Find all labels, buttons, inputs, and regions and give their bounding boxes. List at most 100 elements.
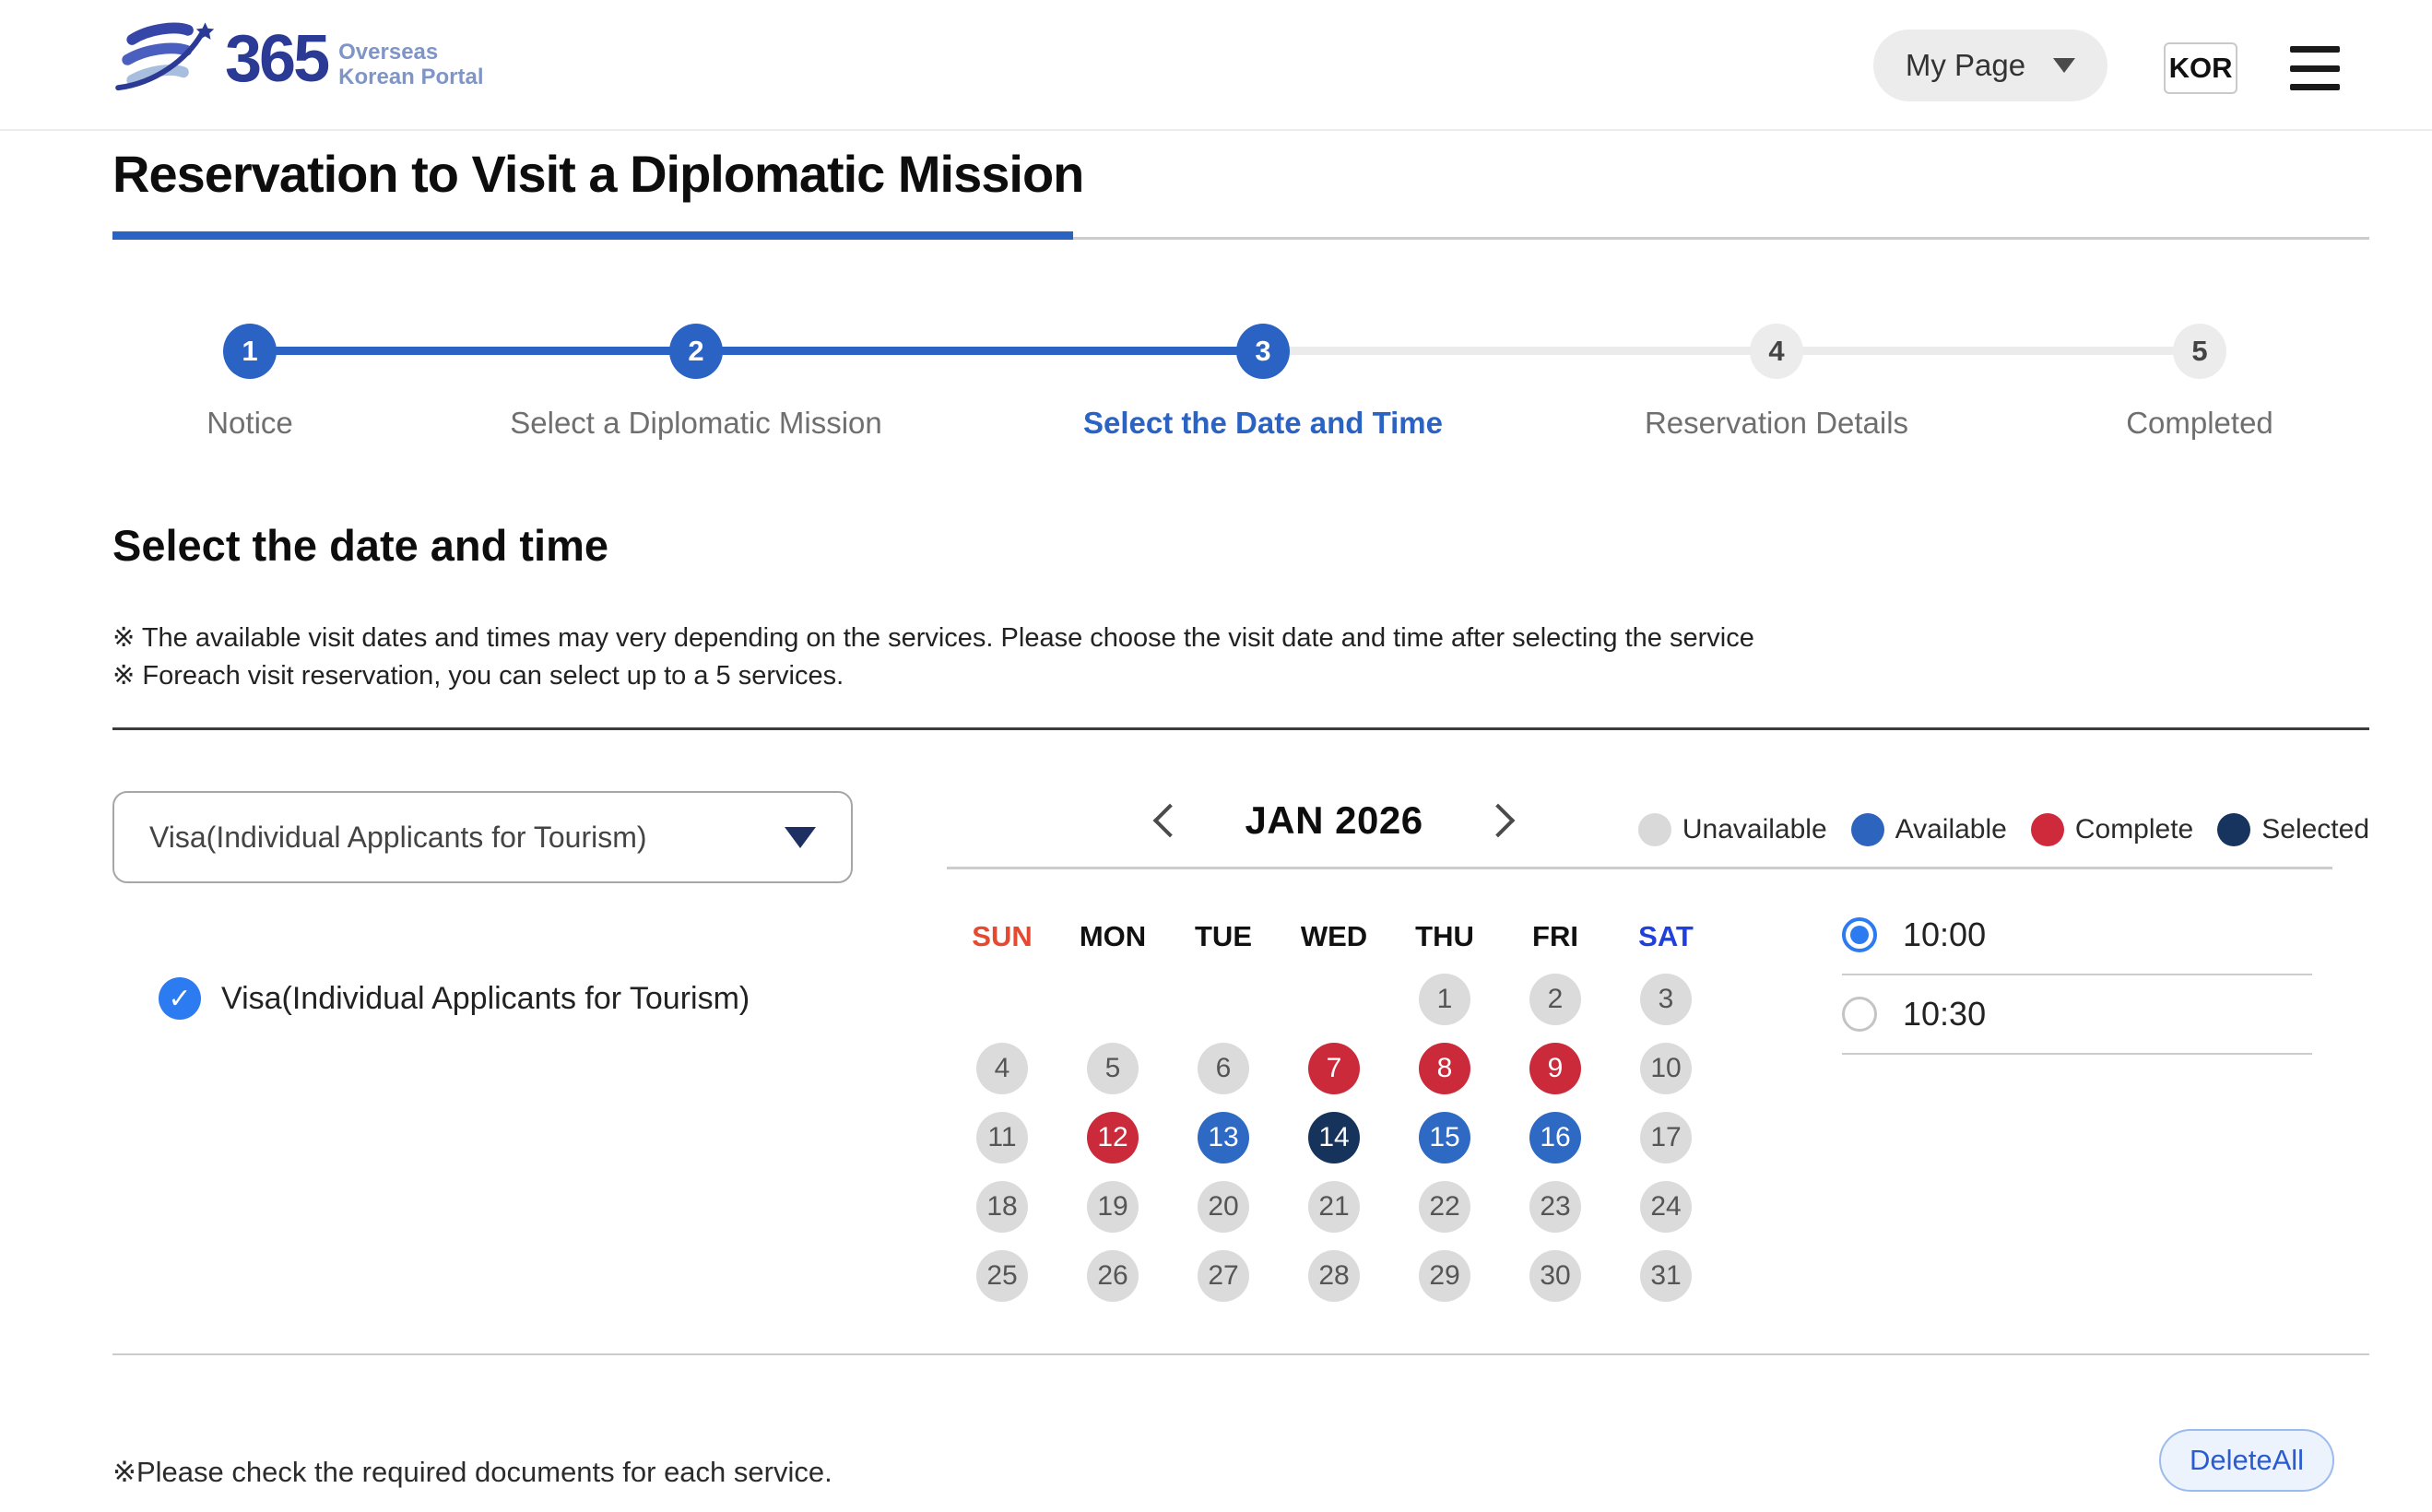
calendar-day-28: 28 [1308,1249,1360,1302]
step-circle-3: 3 [1236,324,1290,379]
time-option-10:30[interactable]: 10:30 [1842,975,2312,1055]
calendar-day-cell: 26 [1057,1241,1168,1310]
calendar-day-cell: 12 [1057,1103,1168,1172]
calendar-day-cell: 25 [947,1241,1057,1310]
logo-subtitle: Overseas Korean Portal [338,40,483,90]
calendar-day-cell: 2 [1500,964,1611,1034]
calendar-day-cell: 24 [1611,1172,1721,1241]
logo-subtitle-line1: Overseas [338,40,439,65]
calendar-day-cell: 19 [1057,1172,1168,1241]
delete-all-button[interactable]: DeleteAll [2159,1429,2334,1492]
legend-item-unavailable: Unavailable [1637,813,1827,846]
calendar-empty-cell [947,964,1057,1034]
calendar-day-cell: 6 [1168,1034,1279,1103]
calendar-day-cell: 7 [1279,1034,1389,1103]
calendar-day-cell: 15 [1389,1103,1500,1172]
step-circle-5: 5 [2173,324,2226,379]
calendar-day-31: 31 [1640,1249,1692,1302]
footer-divider [112,1353,2369,1355]
calendar-day-5: 5 [1087,1042,1139,1094]
step-label-4: Reservation Details [1644,406,1909,440]
language-button[interactable]: KOR [2164,42,2237,94]
weekday-tue: TUE [1195,920,1252,952]
title-underline [112,231,2369,240]
legend-dot-icon [1850,813,1884,846]
site-logo[interactable]: 365 Overseas Korean Portal [109,13,484,105]
stepper-connector [1777,347,2200,355]
my-page-label: My Page [1905,48,2026,82]
stepper-connector [250,347,696,355]
calendar-day-14[interactable]: 14 [1308,1111,1360,1164]
step-label-2: Select a Diplomatic Mission [510,406,882,440]
time-label: 10:00 [1903,915,1987,953]
calendar-day-29: 29 [1419,1249,1470,1302]
radio-selected-icon[interactable] [1842,917,1877,952]
calendar-legend: Unavailable Available Complete Selected [1637,813,2369,846]
calendar-day-cell: 27 [1168,1241,1279,1310]
calendar-day-cell: 31 [1611,1241,1721,1310]
stepper-connector [1263,347,1777,355]
calendar-day-cell: 4 [947,1034,1057,1103]
calendar-day-24: 24 [1640,1180,1692,1233]
service-dropdown[interactable]: Visa(Individual Applicants for Tourism) [112,791,853,883]
calendar-grid: 1 2 3 4 5 6 7 8 9 10 11 12 13 14 15 16 17 18 19 20 21 22 23 24 2… [947,964,1721,1310]
calendar-day-cell: 13 [1168,1103,1279,1172]
calendar-day-cell: 14 [1279,1103,1389,1172]
calendar-day-7[interactable]: 7 [1308,1042,1360,1094]
menu-icon[interactable] [2290,46,2340,90]
next-month-button[interactable] [1477,799,1519,842]
calendar-day-12[interactable]: 12 [1087,1111,1139,1164]
time-option-10:00[interactable]: 10:00 [1842,896,2312,975]
dropdown-caret-icon [785,826,816,848]
calendar-day-16[interactable]: 16 [1529,1111,1581,1164]
calendar-day-9[interactable]: 9 [1529,1042,1581,1094]
step-circle-4: 4 [1750,324,1803,379]
selected-service-label: Visa(Individual Applicants for Tourism) [221,980,750,1016]
calendar-day-cell: 3 [1611,964,1721,1034]
check-icon: ✓ [168,983,192,1014]
calendar-day-1: 1 [1419,973,1470,1025]
step-circle-1: 1 [223,324,277,379]
calendar-day-19: 19 [1087,1180,1139,1233]
radio-unselected-icon[interactable] [1842,997,1877,1032]
step-label-5: Completed [2126,406,2273,440]
calendar-day-13[interactable]: 13 [1198,1111,1249,1164]
language-label: KOR [2168,52,2233,84]
checkbox-checked-icon[interactable]: ✓ [159,977,201,1020]
section-divider [112,727,2369,730]
weekday-sat: SAT [1638,920,1694,952]
prev-month-button[interactable] [1149,799,1191,842]
footer-note: ※Please check the required documents for… [112,1456,832,1488]
note-line-1: ※ The available visit dates and times ma… [112,623,1754,653]
weekday-wed: WED [1300,920,1368,952]
calendar-day-cell: 5 [1057,1034,1168,1103]
calendar-day-26: 26 [1087,1249,1139,1302]
calendar-day-4: 4 [976,1042,1028,1094]
calendar-month-nav: JAN 2026 [947,798,1721,843]
calendar-day-20: 20 [1198,1180,1249,1233]
calendar-day-cell: 23 [1500,1172,1611,1241]
calendar-day-22: 22 [1419,1180,1470,1233]
calendar-day-2: 2 [1529,973,1581,1025]
weekday-mon: MON [1079,920,1147,952]
step-label-3: Select the Date and Time [1082,406,1444,440]
calendar-day-8[interactable]: 8 [1419,1042,1470,1094]
selected-service-checkbox[interactable]: ✓ Visa(Individual Applicants for Tourism… [159,977,750,1020]
page-title: Reservation to Visit a Diplomatic Missio… [112,145,1084,203]
section-title: Select the date and time [112,521,609,570]
legend-dot-icon [2217,813,2251,846]
calendar-day-21: 21 [1308,1180,1360,1233]
month-label: JAN 2026 [1245,798,1423,842]
calendar-day-cell: 11 [947,1103,1057,1172]
calendar-day-cell: 28 [1279,1241,1389,1310]
step-label-1: Notice [207,406,293,440]
my-page-button[interactable]: My Page [1873,30,2107,101]
logo-number: 365 [225,22,330,96]
calendar-day-17: 17 [1640,1111,1692,1164]
chevron-right-icon [1481,803,1515,838]
calendar-day-15[interactable]: 15 [1419,1111,1470,1164]
weekday-row: SUN MON TUE WED THU FRI SAT [947,920,1721,953]
calendar-day-cell: 17 [1611,1103,1721,1172]
time-label: 10:30 [1903,995,1987,1033]
calendar-day-cell: 18 [947,1172,1057,1241]
